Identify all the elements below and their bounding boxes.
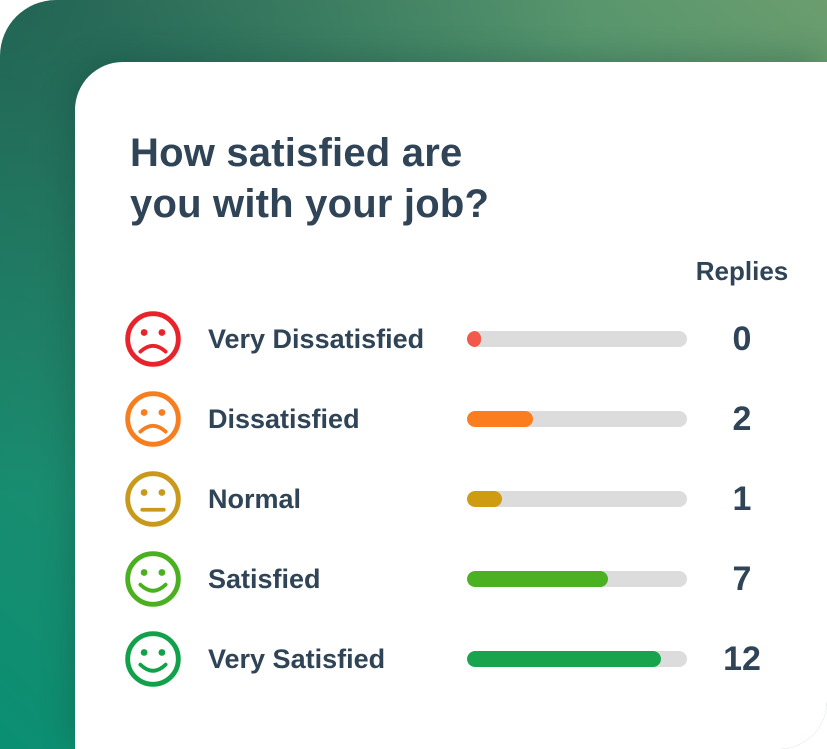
happy-face-icon: [125, 631, 181, 688]
answer-bar-fill: [467, 331, 482, 348]
answer-reply-count: 12: [723, 639, 761, 678]
answer-reply-count: 1: [732, 479, 752, 518]
answer-bar-fill: [467, 651, 661, 668]
answer-reply-count: 2: [732, 399, 752, 438]
answer-label: Very Satisfied: [208, 643, 386, 674]
sad-face-icon: [125, 311, 181, 368]
answer-label: Dissatisfied: [208, 403, 360, 434]
neutral-face-icon: [125, 471, 181, 528]
answer-reply-count: 0: [732, 319, 752, 358]
answer-bar-fill: [467, 571, 608, 588]
answer-label: Very Dissatisfied: [208, 323, 425, 354]
survey-answer-row: Very Satisfied 12: [75, 619, 827, 699]
survey-answer-row: Very Dissatisfied 0: [75, 299, 827, 379]
answer-bar-track: [467, 651, 687, 668]
replies-header-row: Replies: [75, 256, 827, 287]
answer-bar-track: [467, 331, 687, 348]
survey-answer-row: Dissatisfied 2: [75, 379, 827, 459]
survey-rows: Very Dissatisfied 0 Dissatisfied 2 Norma…: [75, 299, 827, 699]
answer-bar-track: [467, 411, 687, 428]
survey-answer-row: Satisfied 7: [75, 539, 827, 619]
answer-reply-count: 7: [732, 559, 752, 598]
survey-answer-row: Normal 1: [75, 459, 827, 539]
survey-results-card: How satisfied are you with your job? Rep…: [75, 62, 827, 749]
answer-bar-fill: [467, 491, 503, 508]
answer-label: Normal: [208, 483, 302, 514]
answer-bar-track: [467, 571, 687, 588]
survey-title: How satisfied are you with your job?: [130, 131, 490, 227]
replies-column-header: Replies: [695, 256, 789, 287]
answer-label: Satisfied: [208, 563, 321, 594]
answer-bar-track: [467, 491, 687, 508]
answer-bar-fill: [467, 411, 533, 428]
happy-face-icon: [125, 551, 181, 608]
sad-face-icon: [125, 391, 181, 448]
